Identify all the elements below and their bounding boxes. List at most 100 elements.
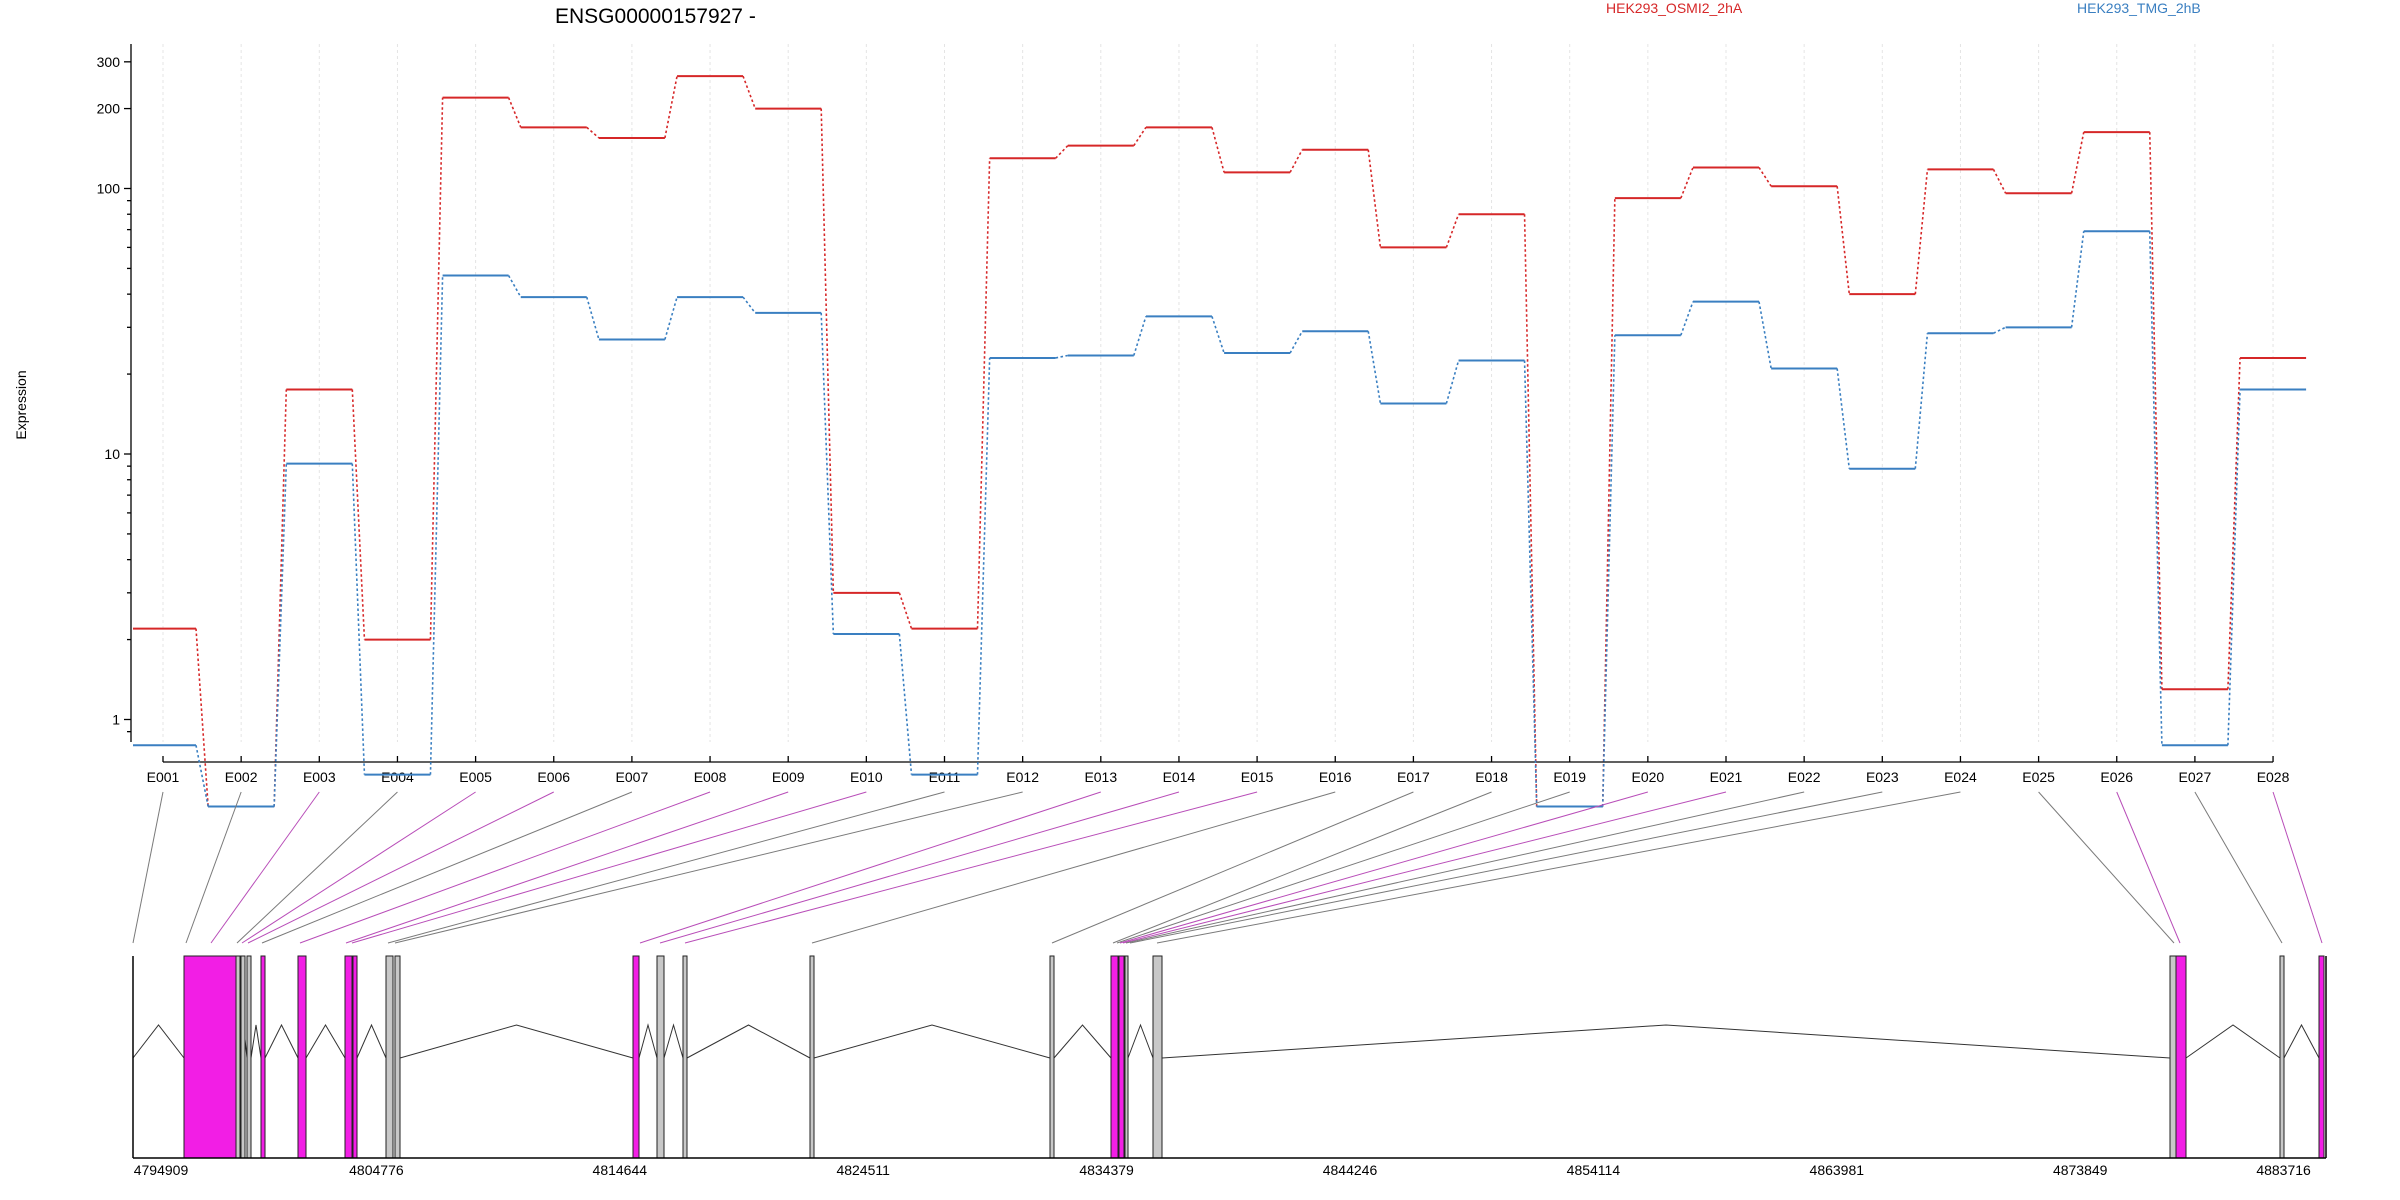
x-tick-label-E002: E002 (225, 769, 258, 785)
exon-bin (2169, 955, 2177, 1159)
x-tick-label-E004: E004 (381, 769, 414, 785)
connector-E002 (185, 791, 242, 944)
series-2-transition (1055, 354, 1068, 359)
exon-bin (385, 955, 394, 1159)
exon-bin (235, 955, 241, 1159)
series-1-transition (507, 97, 522, 128)
exon-bin-highlight (632, 955, 640, 1159)
series-1-transition (664, 75, 678, 139)
exon-bin (246, 955, 252, 1159)
series-2-transition (585, 296, 600, 340)
y-axis-title: Expression (13, 370, 29, 439)
series-1-transition (1680, 167, 1694, 199)
intron-chevron (305, 1024, 346, 1059)
series-2-transition (820, 312, 835, 634)
series-2-transition (742, 296, 756, 314)
coordinate-tick-label: 4814644 (593, 1162, 648, 1178)
connector-E005 (241, 791, 476, 944)
series-2-transition (1133, 316, 1147, 356)
series-2-transition (351, 463, 366, 775)
coordinate-tick-label: 4863981 (1810, 1162, 1865, 1178)
coordinate-tick-label: 4834379 (1079, 1162, 1134, 1178)
legend-entry-tmg: HEK293_TMG_2hB (2077, 0, 2201, 16)
connector-E024 (1156, 791, 1961, 944)
series-2-transition (898, 633, 913, 775)
x-tick-label-E007: E007 (616, 769, 649, 785)
series-2-transition (507, 275, 522, 298)
coordinate-tick-label: 4804776 (349, 1162, 404, 1178)
gene-model: 4794909 4804776 4814644 4824511 4834379 48442… (132, 955, 2327, 1178)
series-layer (133, 75, 2307, 808)
coordinate-tick-label: 4854114 (1567, 1162, 1621, 1178)
connector-E019 (1116, 791, 1570, 944)
intron-chevron (2185, 1024, 2281, 1059)
category-gridlines (162, 44, 2274, 742)
x-tick-label-E005: E005 (459, 769, 492, 785)
x-tick-label-E008: E008 (694, 769, 727, 785)
exon-bin-highlight (344, 955, 353, 1159)
y-tick-label: 300 (97, 54, 121, 70)
x-tick-label-E023: E023 (1866, 769, 1899, 785)
x-tick-label-E012: E012 (1006, 769, 1039, 785)
connector-E023 (1129, 791, 1883, 944)
series-2-transition (1211, 316, 1225, 354)
exon-bin-highlight (352, 955, 358, 1159)
exon-bin (1049, 955, 1055, 1159)
coordinate-tick-label: 4794909 (134, 1162, 189, 1178)
exon-bin (1124, 955, 1129, 1159)
connector-E010 (351, 791, 867, 944)
series-2-transition (1680, 301, 1694, 336)
series-1-transition (2070, 132, 2085, 194)
connector-E006 (247, 791, 554, 944)
exon-bin (656, 955, 665, 1159)
series-1-transition (1836, 186, 1851, 295)
connector-E015 (684, 791, 1258, 944)
exon-bin (240, 955, 246, 1159)
series-1-transition (1367, 149, 1382, 248)
x-tick-label-E028: E028 (2257, 769, 2290, 785)
intron-chevron (813, 1024, 1051, 1059)
series-1-transition (898, 592, 913, 629)
series-2-transition (1836, 368, 1851, 469)
x-tick-label-E014: E014 (1163, 769, 1196, 785)
series-2-transition (1289, 330, 1303, 354)
connector-E022 (1125, 791, 1805, 944)
x-tick-label-E001: E001 (147, 769, 180, 785)
series-2 (133, 230, 2307, 808)
connector-E027 (2194, 791, 2283, 944)
series-2-transition (1445, 360, 1460, 404)
intron-chevron (264, 1023, 299, 1059)
exon-bin-highlight (297, 955, 307, 1159)
intron-chevron (2283, 1023, 2320, 1059)
exon-bin-highlight (260, 955, 266, 1159)
connector-E026 (2116, 791, 2181, 944)
legend-entry-osmi2: HEK293_OSMI2_2hA (1606, 0, 1743, 16)
x-tick-label-E026: E026 (2100, 769, 2133, 785)
connector-E009 (345, 791, 789, 944)
series-2-transition (1523, 360, 1538, 807)
coordinate-tick-label: 4824511 (836, 1162, 890, 1178)
connector-E021 (1122, 791, 1727, 944)
intron-chevron (250, 1024, 262, 1059)
exon-bin (1152, 955, 1163, 1159)
intron-chevron (1161, 1024, 2171, 1059)
exon-bin-highlight (2175, 955, 2187, 1159)
connector-E008 (299, 791, 711, 944)
series-1-transition (351, 389, 366, 640)
connector-E028 (2272, 791, 2323, 944)
series-1-transition (976, 158, 991, 629)
exon-bin-highlight (1110, 955, 1119, 1159)
y-axis: 1 10 100 200 300 (97, 44, 132, 742)
series-2-transition (2070, 231, 2085, 328)
y-tick-label: 200 (97, 101, 121, 117)
series-2-transition (1993, 326, 2006, 334)
intron-chevron (686, 1024, 811, 1059)
x-tick-label-E021: E021 (1710, 769, 1743, 785)
series-1-transition (1523, 214, 1538, 807)
intron-chevron (356, 1023, 387, 1059)
x-tick-label-E025: E025 (2022, 769, 2055, 785)
x-tick-label-E027: E027 (2179, 769, 2212, 785)
connector-E001 (132, 791, 164, 944)
series-1-transition (1289, 149, 1303, 173)
